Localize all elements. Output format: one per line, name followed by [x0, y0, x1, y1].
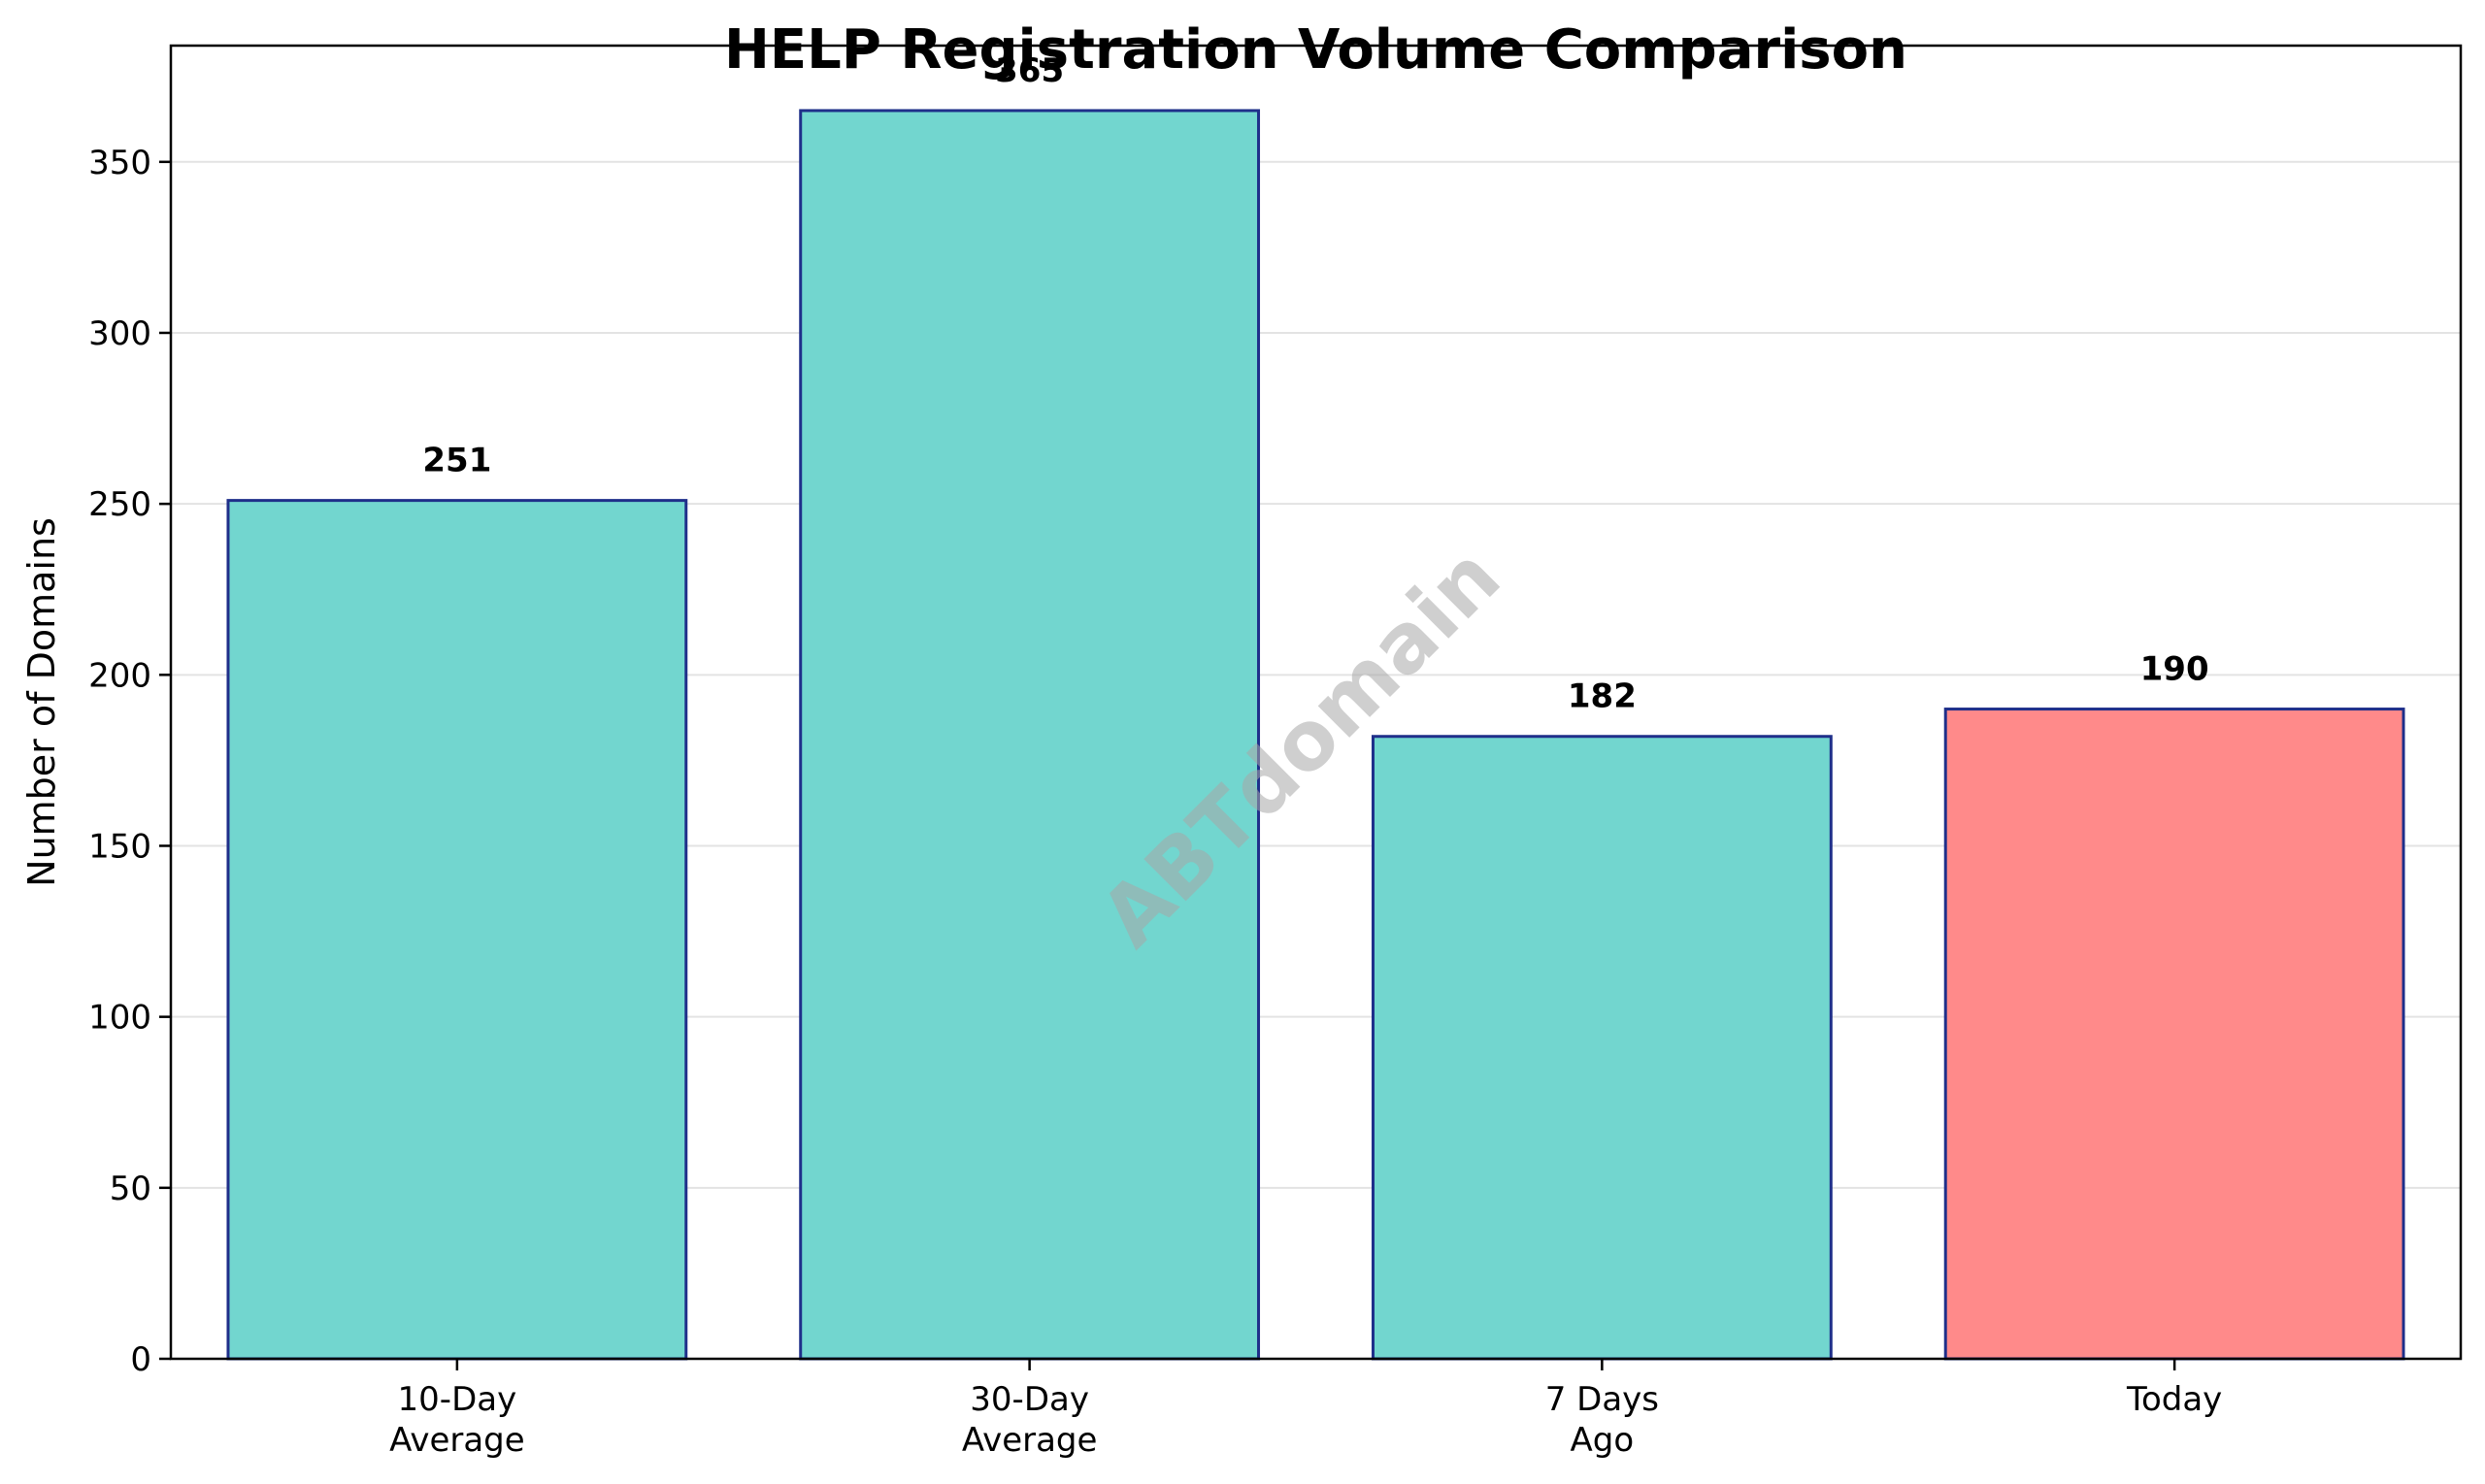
y-axis-label: Number of Domains [20, 517, 63, 887]
plot-frame [169, 44, 2463, 1361]
bar [799, 109, 1261, 1361]
bar [1371, 735, 1833, 1361]
x-tick-label: 30-Day Average [962, 1380, 1098, 1460]
bar-value-label: 365 [995, 51, 1064, 90]
bar-value-label: 190 [2140, 650, 2209, 689]
y-tick-label: 200 [88, 656, 151, 695]
bar [1943, 708, 2405, 1361]
y-axis: 0 50 100 150 200 250 300 350 [88, 144, 171, 1379]
y-tick-label: 150 [88, 827, 151, 866]
y-tick-label: 250 [88, 485, 151, 524]
bar [226, 499, 688, 1361]
bar-value-label: 251 [422, 442, 491, 480]
x-tick-label: Today [2126, 1380, 2222, 1419]
chart-title: HELP Registration Volume Comparison [724, 18, 1907, 82]
x-tick-label: 10-Day Average [389, 1380, 525, 1460]
y-tick-label: 100 [88, 999, 151, 1038]
y-tick-label: 350 [88, 144, 151, 182]
y-tick-label: 300 [88, 314, 151, 353]
bars [226, 109, 2405, 1361]
x-tick-label: 7 Days Ago [1545, 1380, 1659, 1460]
y-tick-label: 50 [110, 1170, 151, 1208]
x-axis: 10-Day Average 30-Day Average 7 Days Ago Today [389, 1359, 2222, 1460]
bar-value-label: 182 [1568, 677, 1637, 716]
y-tick-label: 0 [130, 1340, 151, 1379]
value-labels: 251 365 182 190 [422, 51, 2208, 716]
